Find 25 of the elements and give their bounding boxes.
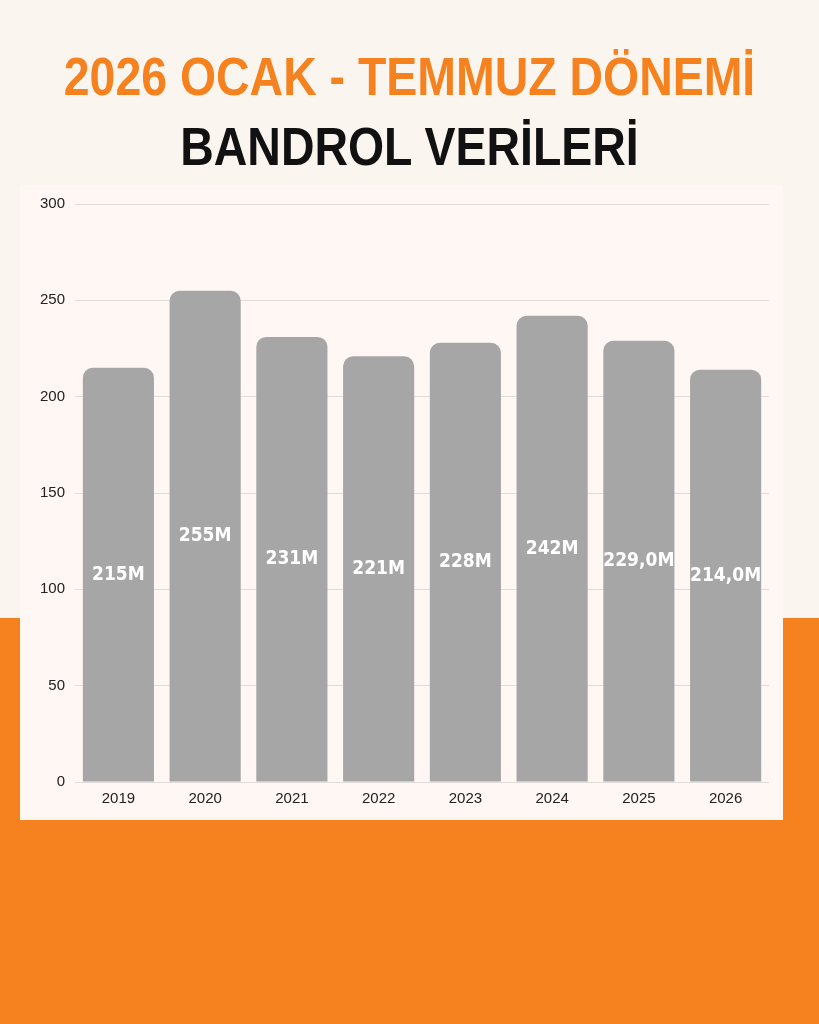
data-label: 255M (178, 523, 232, 546)
data-label: 229,0M (603, 548, 675, 571)
y-tick-label: 300 (40, 194, 66, 212)
data-label: 231M (265, 546, 319, 569)
x-tick-label: 2023 (448, 789, 483, 807)
data-label: 242M (525, 535, 579, 558)
y-tick-label: 0 (56, 772, 66, 790)
y-tick-label: 200 (40, 386, 66, 404)
y-tick-label: 150 (40, 483, 66, 501)
data-label: 214,0M (690, 562, 762, 585)
x-tick-label: 2022 (361, 789, 396, 807)
x-tick-label: 2019 (101, 789, 136, 807)
x-tick-label: 2020 (188, 789, 222, 807)
x-tick-label: 2025 (622, 789, 656, 807)
y-tick-label: 50 (48, 675, 66, 693)
x-tick-label: 2024 (535, 789, 569, 807)
data-label: 221M (352, 555, 405, 578)
x-tick-label: 2021 (275, 789, 309, 807)
y-tick-label: 100 (40, 579, 66, 597)
y-tick-label: 250 (40, 290, 66, 308)
chart-title: 2026 OCAK - TEMMUZ DÖNEMİ (62, 45, 757, 108)
data-label: 215M (92, 561, 145, 584)
data-label: 228M (439, 549, 492, 572)
chart-subtitle: BANDROL VERİLERİ (179, 115, 640, 178)
x-tick-label: 2026 (708, 789, 743, 807)
